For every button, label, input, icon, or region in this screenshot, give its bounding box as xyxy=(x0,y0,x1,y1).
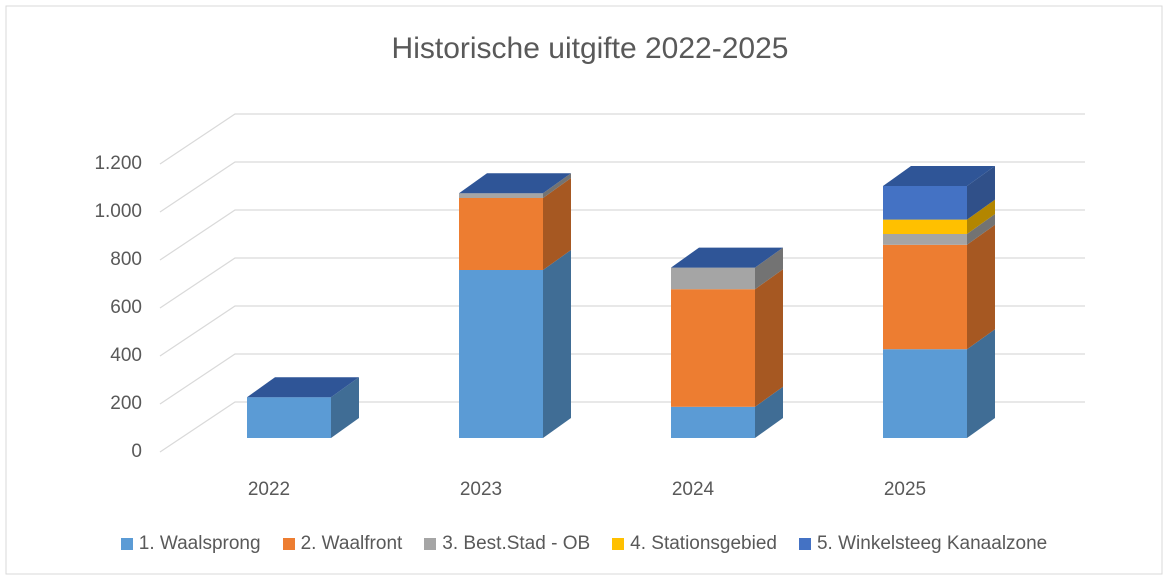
legend-swatch xyxy=(798,538,811,550)
x-tick-label: 2023 xyxy=(460,479,502,500)
bar-top xyxy=(459,173,571,194)
bar xyxy=(883,349,967,438)
legend-label: 1. Waalsprong xyxy=(138,533,261,554)
legend-item: 3. Best.Stad - OB xyxy=(424,533,590,555)
bar-side xyxy=(543,173,571,198)
bar xyxy=(671,289,755,407)
grid-line xyxy=(159,161,1085,213)
bar xyxy=(883,186,967,220)
legend-swatch xyxy=(282,538,295,550)
bar xyxy=(459,270,543,438)
bar xyxy=(883,219,967,234)
legend-item: 2. Waalfront xyxy=(282,533,403,555)
grid-line xyxy=(159,305,1085,357)
bar-top xyxy=(247,377,359,398)
bar-side xyxy=(967,329,995,438)
bar xyxy=(883,244,967,350)
bar-side xyxy=(967,214,995,245)
legend-item: 5. Winkelsteeg Kanaalzone xyxy=(798,533,1048,555)
legend-label: 4. Stationsgebied xyxy=(630,533,777,554)
legend-label: 3. Best.Stad - OB xyxy=(442,533,591,554)
legend: 1. Waalsprong 2. Waalfront 3. Best.Stad - … xyxy=(0,533,1168,555)
grid-line xyxy=(159,209,1085,261)
grid-line xyxy=(159,257,1085,309)
legend-swatch xyxy=(120,538,133,550)
bar-side xyxy=(967,166,995,220)
y-tick-label: 600 xyxy=(110,297,142,318)
bar-side xyxy=(755,269,783,407)
grid-line xyxy=(159,353,1085,405)
grid-line xyxy=(159,401,1085,453)
x-tick-label: 2024 xyxy=(672,479,715,500)
bar-side xyxy=(967,199,995,234)
bar-side xyxy=(331,377,359,438)
bar xyxy=(883,234,967,245)
y-tick-label: 200 xyxy=(110,393,142,414)
y-tick-label: 1.200 xyxy=(94,153,142,174)
legend-label: 2. Waalfront xyxy=(300,533,403,554)
bar xyxy=(247,397,331,438)
legend-item: 4. Stationsgebied xyxy=(612,533,777,555)
legend-swatch xyxy=(424,538,437,550)
bar-side xyxy=(543,250,571,438)
bar-side xyxy=(543,178,571,270)
bar-side xyxy=(755,247,783,290)
grid-line xyxy=(159,113,1085,165)
y-tick-label: 800 xyxy=(110,249,142,270)
bar-top xyxy=(671,247,783,268)
bar-side xyxy=(967,224,995,350)
legend-item: 1. Waalsprong xyxy=(120,533,261,555)
chart-title: Historische uitgifte 2022-2025 xyxy=(392,32,789,65)
bar xyxy=(671,267,755,290)
bar-top xyxy=(883,166,995,186)
bar xyxy=(459,198,543,270)
y-tick-label: 0 xyxy=(131,441,142,462)
legend-swatch xyxy=(612,538,625,550)
y-tick-label: 1.000 xyxy=(94,201,142,222)
x-tick-label: 2025 xyxy=(884,479,926,500)
y-tick-label: 400 xyxy=(110,345,142,366)
bar-side xyxy=(755,386,783,438)
bar xyxy=(459,193,543,198)
x-tick-label: 2022 xyxy=(248,479,290,500)
bar xyxy=(671,406,755,438)
legend-label: 5. Winkelsteeg Kanaalzone xyxy=(816,533,1048,554)
